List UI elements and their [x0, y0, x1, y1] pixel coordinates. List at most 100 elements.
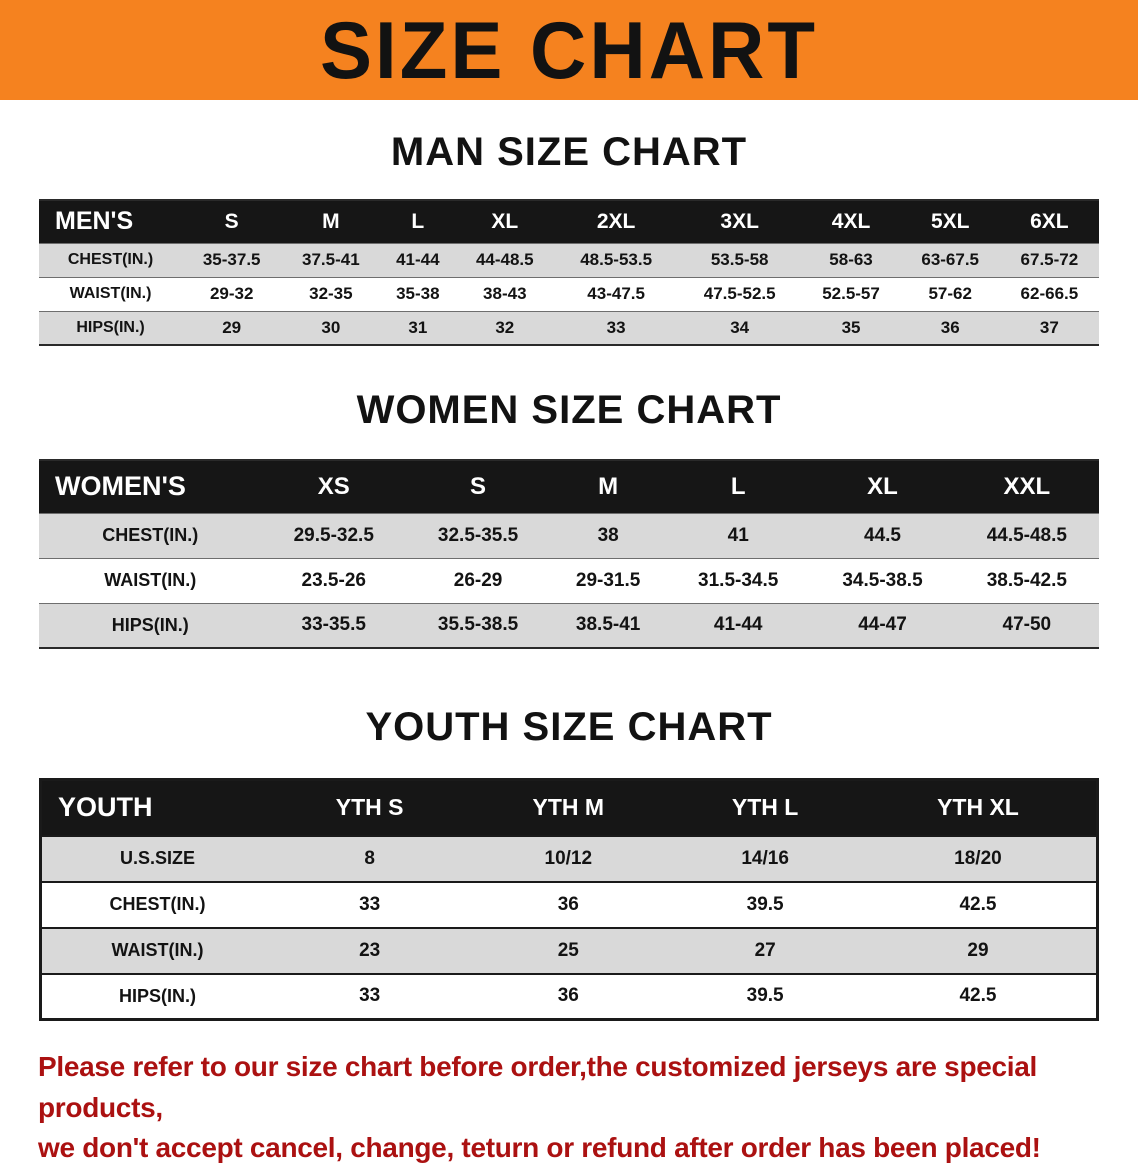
value-cell: 34	[677, 310, 802, 345]
value-cell: 29	[182, 310, 282, 345]
size-header-cell: XL	[455, 200, 555, 243]
women-section: WOMEN SIZE CHART WOMEN'S XS S M L XL XXL CHEST(…	[0, 388, 1138, 649]
table-header-row: YOUTH YTH S YTH M YTH L YTH XL	[40, 779, 1098, 836]
value-cell: 53.5-58	[677, 242, 802, 277]
table-row: CHEST(IN.) 29.5-32.5 32.5-35.5 38 41 44.5 44.5…	[39, 512, 1099, 558]
table-row: WAIST(IN.) 23 25 27 29	[40, 926, 1098, 974]
value-cell: 42.5	[859, 972, 1098, 1020]
value-cell: 41-44	[666, 602, 811, 648]
value-cell: 38-43	[455, 276, 555, 311]
value-cell: 8	[273, 834, 467, 882]
value-cell: 36	[900, 310, 1000, 345]
value-cell: 14/16	[670, 834, 860, 882]
value-cell: 31.5-34.5	[666, 557, 811, 603]
value-cell: 32-35	[281, 276, 381, 311]
women-section-heading: WOMEN SIZE CHART	[356, 388, 782, 432]
size-header-cell: L	[380, 200, 456, 243]
value-cell: 33	[554, 310, 678, 345]
value-cell: 35-38	[380, 276, 456, 311]
youth-size-table: YOUTH YTH S YTH M YTH L YTH XL U.S.SIZE 8 10/12…	[39, 778, 1099, 1021]
value-cell: 37.5-41	[281, 242, 381, 277]
men-section: MAN SIZE CHART MEN'S S M L XL 2XL 3XL 4XL 5XL 6XL…	[0, 130, 1138, 346]
table-row: WAIST(IN.) 29-32 32-35 35-38 38-43 43-47.5 47.…	[39, 276, 1099, 311]
size-header-cell: 6XL	[999, 200, 1099, 243]
size-header-cell: 2XL	[554, 200, 678, 243]
value-cell: 23	[273, 926, 467, 974]
value-cell: 23.5-26	[261, 557, 406, 603]
size-header-cell: XL	[810, 460, 955, 513]
value-cell: 47-50	[954, 602, 1099, 648]
size-header-cell: 4XL	[801, 200, 901, 243]
value-cell: 38	[550, 512, 667, 558]
size-header-cell: XXL	[954, 460, 1099, 513]
size-header-cell: M	[281, 200, 381, 243]
value-cell: 38.5-41	[550, 602, 667, 648]
value-cell: 32.5-35.5	[405, 512, 551, 558]
value-cell: 30	[281, 310, 381, 345]
value-cell: 39.5	[670, 972, 860, 1020]
value-cell: 36	[466, 880, 671, 928]
row-label-cell: HIPS(IN.)	[39, 310, 183, 345]
value-cell: 63-67.5	[900, 242, 1000, 277]
value-cell: 35-37.5	[182, 242, 282, 277]
men-size-table: MEN'S S M L XL 2XL 3XL 4XL 5XL 6XL CHEST(IN.) 35-37…	[39, 199, 1099, 346]
value-cell: 33	[273, 880, 467, 928]
row-label-cell: HIPS(IN.)	[40, 972, 274, 1020]
value-cell: 58-63	[801, 242, 901, 277]
row-label-cell: HIPS(IN.)	[39, 602, 262, 648]
value-cell: 41-44	[380, 242, 456, 277]
size-header-cell: YTH XL	[859, 779, 1098, 836]
value-cell: 33	[273, 972, 467, 1020]
value-cell: 29.5-32.5	[261, 512, 406, 558]
value-cell: 44.5-48.5	[954, 512, 1099, 558]
value-cell: 52.5-57	[801, 276, 901, 311]
table-header-row: WOMEN'S XS S M L XL XXL	[39, 460, 1099, 513]
value-cell: 57-62	[900, 276, 1000, 311]
row-label-cell: CHEST(IN.)	[39, 512, 262, 558]
table-row: WAIST(IN.) 23.5-26 26-29 29-31.5 31.5-34.5 34…	[39, 557, 1099, 603]
row-label-cell: WAIST(IN.)	[39, 276, 183, 311]
value-cell: 44-48.5	[455, 242, 555, 277]
footer-notice: Please refer to our size chart before or…	[38, 1047, 1100, 1169]
table-row: U.S.SIZE 8 10/12 14/16 18/20	[40, 834, 1098, 882]
value-cell: 35	[801, 310, 901, 345]
value-cell: 48.5-53.5	[554, 242, 678, 277]
size-header-cell: YTH S	[273, 779, 467, 836]
table-title-cell: YOUTH	[40, 779, 274, 836]
value-cell: 29	[859, 926, 1098, 974]
table-title-cell: MEN'S	[39, 200, 183, 243]
value-cell: 38.5-42.5	[954, 557, 1099, 603]
table-row: CHEST(IN.) 35-37.5 37.5-41 41-44 44-48.5 48.5…	[39, 242, 1099, 277]
row-label-cell: WAIST(IN.)	[40, 926, 274, 974]
size-header-cell: 5XL	[900, 200, 1000, 243]
value-cell: 29-31.5	[550, 557, 667, 603]
banner: SIZE CHART	[0, 0, 1138, 100]
value-cell: 10/12	[466, 834, 671, 882]
size-header-cell: S	[182, 200, 282, 243]
value-cell: 42.5	[859, 880, 1098, 928]
size-header-cell: L	[666, 460, 811, 513]
value-cell: 36	[466, 972, 671, 1020]
value-cell: 37	[999, 310, 1099, 345]
value-cell: 35.5-38.5	[405, 602, 551, 648]
row-label-cell: CHEST(IN.)	[40, 880, 274, 928]
size-header-cell: 3XL	[677, 200, 802, 243]
value-cell: 27	[670, 926, 860, 974]
table-row: HIPS(IN.) 29 30 31 32 33 34 35 36 37	[39, 310, 1099, 345]
men-section-heading: MAN SIZE CHART	[390, 130, 748, 174]
value-cell: 43-47.5	[554, 276, 678, 311]
value-cell: 34.5-38.5	[810, 557, 955, 603]
value-cell: 33-35.5	[261, 602, 406, 648]
page-title: SIZE CHART	[320, 4, 818, 96]
table-row: CHEST(IN.) 33 36 39.5 42.5	[40, 880, 1098, 928]
value-cell: 18/20	[859, 834, 1098, 882]
size-header-cell: XS	[261, 460, 406, 513]
value-cell: 26-29	[405, 557, 551, 603]
value-cell: 31	[380, 310, 456, 345]
value-cell: 62-66.5	[999, 276, 1099, 311]
row-label-cell: WAIST(IN.)	[39, 557, 262, 603]
table-row: HIPS(IN.) 33-35.5 35.5-38.5 38.5-41 41-44 44-…	[39, 602, 1099, 648]
value-cell: 39.5	[670, 880, 860, 928]
size-header-cell: M	[550, 460, 667, 513]
